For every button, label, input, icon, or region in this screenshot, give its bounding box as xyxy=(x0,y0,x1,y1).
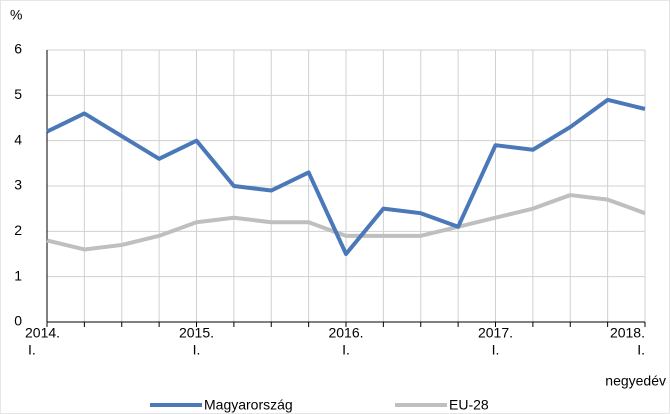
series-line xyxy=(46,97,646,256)
y-tick-label: 2 xyxy=(14,222,22,238)
legend-label: EU-28 xyxy=(449,397,489,413)
x-axis-label: negyedév xyxy=(605,373,666,389)
x-tick-label: I. xyxy=(28,342,36,358)
x-tick-label: 2014. xyxy=(25,325,60,341)
y-axis-label: % xyxy=(10,7,22,23)
y-tick-label: 6 xyxy=(14,41,22,57)
x-tick-label: 2018. xyxy=(610,325,645,341)
y-tick-label: 4 xyxy=(14,131,22,147)
x-tick-label: 2015. xyxy=(179,325,214,341)
y-tick-label: 3 xyxy=(14,177,22,193)
x-tick-label: 2017. xyxy=(478,325,513,341)
x-tick-label: 2016. xyxy=(328,325,363,341)
x-tick-label: I. xyxy=(492,342,500,358)
x-tick-label: I. xyxy=(342,342,350,358)
x-tick-label: I. xyxy=(637,342,645,358)
y-tick-label: 5 xyxy=(14,86,22,102)
y-tick-label: 1 xyxy=(14,267,22,283)
y-tick-label: 0 xyxy=(14,313,22,329)
legend-label: Magyarország xyxy=(204,397,293,413)
x-tick-label: I. xyxy=(193,342,201,358)
series-line xyxy=(46,193,646,252)
